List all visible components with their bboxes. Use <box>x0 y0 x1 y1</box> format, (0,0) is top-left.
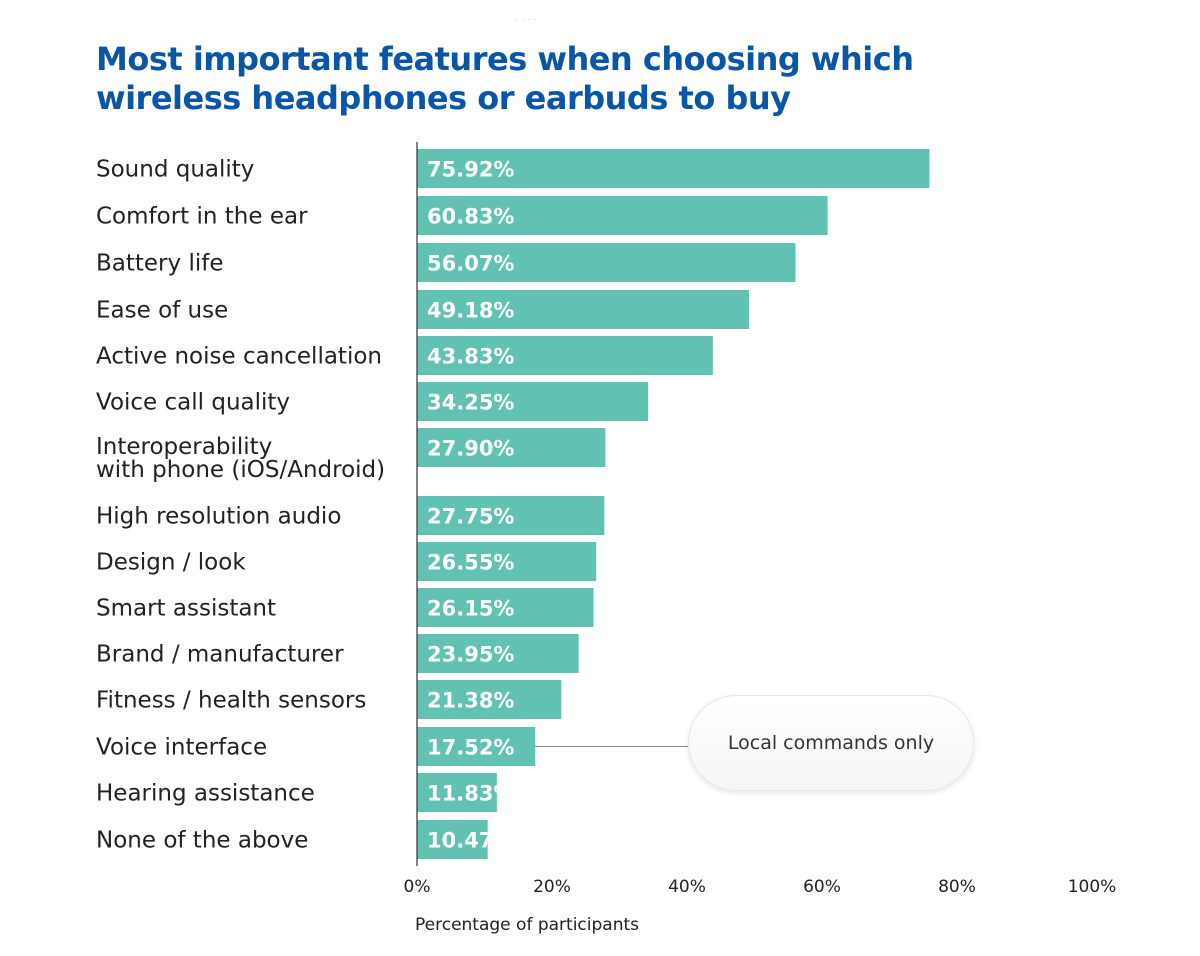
x-axis-title: Percentage of participants <box>415 915 639 935</box>
category-label: Voice interface <box>96 735 267 761</box>
category-label: Interoperability <box>96 434 272 460</box>
bar-value-label: 10.47% <box>427 829 514 853</box>
category-label: Ease of use <box>96 298 228 324</box>
category-label: Battery life <box>96 251 223 277</box>
category-label: Sound quality <box>96 157 254 183</box>
bar <box>417 382 649 421</box>
bar <box>417 336 713 375</box>
bar <box>417 680 562 719</box>
bar-value-label: 49.18% <box>427 299 514 323</box>
bar-value-label: 21.38% <box>427 689 514 713</box>
category-label: with phone (iOS/Android) <box>96 457 385 483</box>
category-label: Comfort in the ear <box>96 204 308 230</box>
x-tick-label: 0% <box>404 877 431 897</box>
category-label: Design / look <box>96 550 246 576</box>
bar <box>417 290 749 329</box>
x-tick-label: 20% <box>533 877 571 897</box>
bar <box>417 542 597 581</box>
bar-value-label: 27.90% <box>427 437 514 461</box>
decorative-dots: ···· <box>515 14 541 25</box>
x-tick-label: 100% <box>1068 877 1117 897</box>
bar-value-label: 60.83% <box>427 205 514 229</box>
bar-value-label: 26.15% <box>427 597 514 621</box>
bar-value-label: 75.92% <box>427 158 514 182</box>
bar <box>417 820 488 859</box>
bar-value-label: 34.25% <box>427 391 514 415</box>
bar-value-label: 26.55% <box>427 551 514 575</box>
bar <box>417 196 828 235</box>
bar-value-label: 27.75% <box>427 505 514 529</box>
category-label: Hearing assistance <box>96 781 315 807</box>
x-tick-label: 80% <box>938 877 976 897</box>
bar <box>417 634 579 673</box>
bar-value-label: 11.83% <box>427 782 514 806</box>
chart-title: Most important features when choosing wh… <box>96 40 914 117</box>
bar-value-label: 43.83% <box>427 345 514 369</box>
bar <box>417 727 536 766</box>
x-tick-label: 60% <box>803 877 841 897</box>
category-label: Fitness / health sensors <box>96 688 366 714</box>
bar <box>417 428 606 467</box>
category-label: None of the above <box>96 828 308 854</box>
bar <box>417 149 930 188</box>
category-label: Voice call quality <box>96 390 290 416</box>
category-label: High resolution audio <box>96 504 341 530</box>
bar <box>417 496 605 535</box>
bar <box>417 243 796 282</box>
category-label: Brand / manufacturer <box>96 642 344 668</box>
bar-value-label: 23.95% <box>427 643 514 667</box>
annotation-callout: Local commands only <box>688 695 974 791</box>
bar <box>417 588 594 627</box>
x-tick-label: 40% <box>668 877 706 897</box>
bar <box>417 773 497 812</box>
bar-value-label: 56.07% <box>427 252 514 276</box>
category-label: Active noise cancellation <box>96 344 382 370</box>
category-label: Smart assistant <box>96 596 276 622</box>
bar-value-label: 17.52% <box>427 736 514 760</box>
